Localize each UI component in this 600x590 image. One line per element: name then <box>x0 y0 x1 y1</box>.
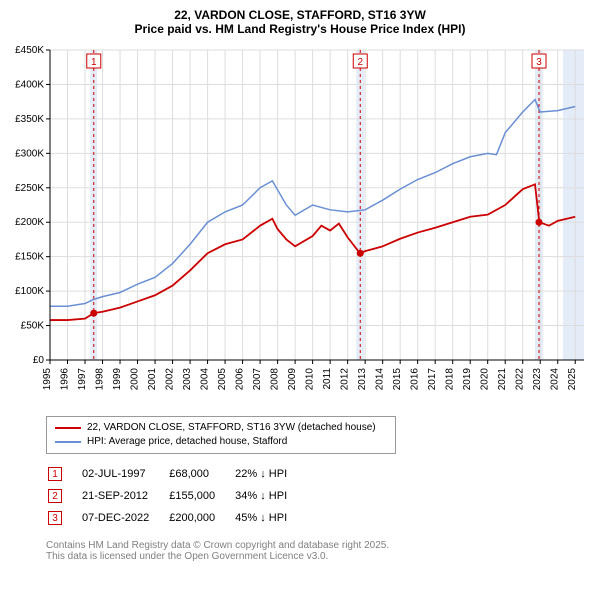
table-row: 1 02-JUL-1997£68,00022% ↓ HPI <box>48 464 305 484</box>
svg-text:2007: 2007 <box>252 368 263 391</box>
svg-text:1996: 1996 <box>60 368 71 391</box>
svg-text:2003: 2003 <box>182 368 193 391</box>
svg-text:1: 1 <box>91 57 97 68</box>
svg-text:£200K: £200K <box>15 217 44 228</box>
svg-text:2001: 2001 <box>147 368 158 391</box>
sale-delta: 22% ↓ HPI <box>235 464 305 484</box>
legend-label: 22, VARDON CLOSE, STAFFORD, ST16 3YW (de… <box>87 421 376 435</box>
svg-text:2017: 2017 <box>427 368 438 391</box>
sale-price: £200,000 <box>169 508 233 528</box>
svg-text:£350K: £350K <box>15 114 44 125</box>
legend-label: HPI: Average price, detached house, Staf… <box>87 435 287 449</box>
svg-text:2018: 2018 <box>445 368 456 391</box>
svg-text:3: 3 <box>536 57 542 68</box>
chart-title-line1: 22, VARDON CLOSE, STAFFORD, ST16 3YW <box>8 8 592 22</box>
sale-delta: 34% ↓ HPI <box>235 486 305 506</box>
svg-text:2000: 2000 <box>130 368 141 391</box>
legend-row: 22, VARDON CLOSE, STAFFORD, ST16 3YW (de… <box>55 421 387 435</box>
svg-text:2021: 2021 <box>497 368 508 391</box>
price-chart: £0 £50K £100K £150K £200K £250K £300K £350K £400… <box>8 40 592 410</box>
sale-date: 02-JUL-1997 <box>82 464 167 484</box>
svg-text:£400K: £400K <box>15 79 44 90</box>
svg-text:2010: 2010 <box>305 368 316 391</box>
sale-marker-badge: 1 <box>48 467 62 481</box>
chart-svg: £0 £50K £100K £150K £200K £250K £300K £350K £400… <box>8 40 592 410</box>
svg-text:£450K: £450K <box>15 45 44 56</box>
legend-swatch <box>55 441 81 443</box>
svg-text:2013: 2013 <box>357 368 368 391</box>
sale-date: 07-DEC-2022 <box>82 508 167 528</box>
sales-table: 1 02-JUL-1997£68,00022% ↓ HPI 2 21-SEP-2012… <box>46 462 307 530</box>
svg-text:2005: 2005 <box>217 368 228 391</box>
svg-text:1998: 1998 <box>95 368 106 391</box>
svg-text:2015: 2015 <box>392 368 403 391</box>
svg-text:£150K: £150K <box>15 252 44 263</box>
svg-text:2023: 2023 <box>532 368 543 391</box>
table-row: 2 21-SEP-2012£155,00034% ↓ HPI <box>48 486 305 506</box>
svg-text:2020: 2020 <box>480 368 491 391</box>
svg-text:1995: 1995 <box>42 368 53 391</box>
sale-price: £68,000 <box>169 464 233 484</box>
sale-price: £155,000 <box>169 486 233 506</box>
svg-text:2009: 2009 <box>287 368 298 391</box>
svg-text:£0: £0 <box>33 355 45 366</box>
legend-row: HPI: Average price, detached house, Staf… <box>55 435 387 449</box>
table-row: 3 07-DEC-2022£200,00045% ↓ HPI <box>48 508 305 528</box>
footer-attribution: Contains HM Land Registry data © Crown c… <box>46 540 592 562</box>
svg-text:1999: 1999 <box>112 368 123 391</box>
svg-text:£250K: £250K <box>15 183 44 194</box>
svg-text:£100K: £100K <box>15 286 44 297</box>
svg-text:2002: 2002 <box>165 368 176 391</box>
svg-text:2019: 2019 <box>462 368 473 391</box>
svg-text:£300K: £300K <box>15 148 44 159</box>
svg-text:2014: 2014 <box>375 368 386 391</box>
chart-title-line2: Price paid vs. HM Land Registry's House … <box>8 22 592 36</box>
svg-text:2025: 2025 <box>567 368 578 391</box>
svg-text:2012: 2012 <box>340 368 351 391</box>
chart-legend: 22, VARDON CLOSE, STAFFORD, ST16 3YW (de… <box>46 416 396 454</box>
sale-date: 21-SEP-2012 <box>82 486 167 506</box>
svg-text:2024: 2024 <box>550 368 561 391</box>
svg-text:2006: 2006 <box>235 368 246 391</box>
svg-text:2: 2 <box>357 57 363 68</box>
sale-marker-badge: 3 <box>48 511 62 525</box>
footer-line2: This data is licensed under the Open Gov… <box>46 551 592 562</box>
svg-text:2011: 2011 <box>322 368 333 390</box>
svg-text:2022: 2022 <box>515 368 526 391</box>
svg-text:£50K: £50K <box>21 321 45 332</box>
svg-text:1997: 1997 <box>77 368 88 391</box>
svg-text:2004: 2004 <box>200 368 211 391</box>
footer-line1: Contains HM Land Registry data © Crown c… <box>46 540 592 551</box>
svg-text:2008: 2008 <box>270 368 281 391</box>
sale-marker-badge: 2 <box>48 489 62 503</box>
svg-text:2016: 2016 <box>410 368 421 391</box>
legend-swatch <box>55 427 81 429</box>
sale-delta: 45% ↓ HPI <box>235 508 305 528</box>
